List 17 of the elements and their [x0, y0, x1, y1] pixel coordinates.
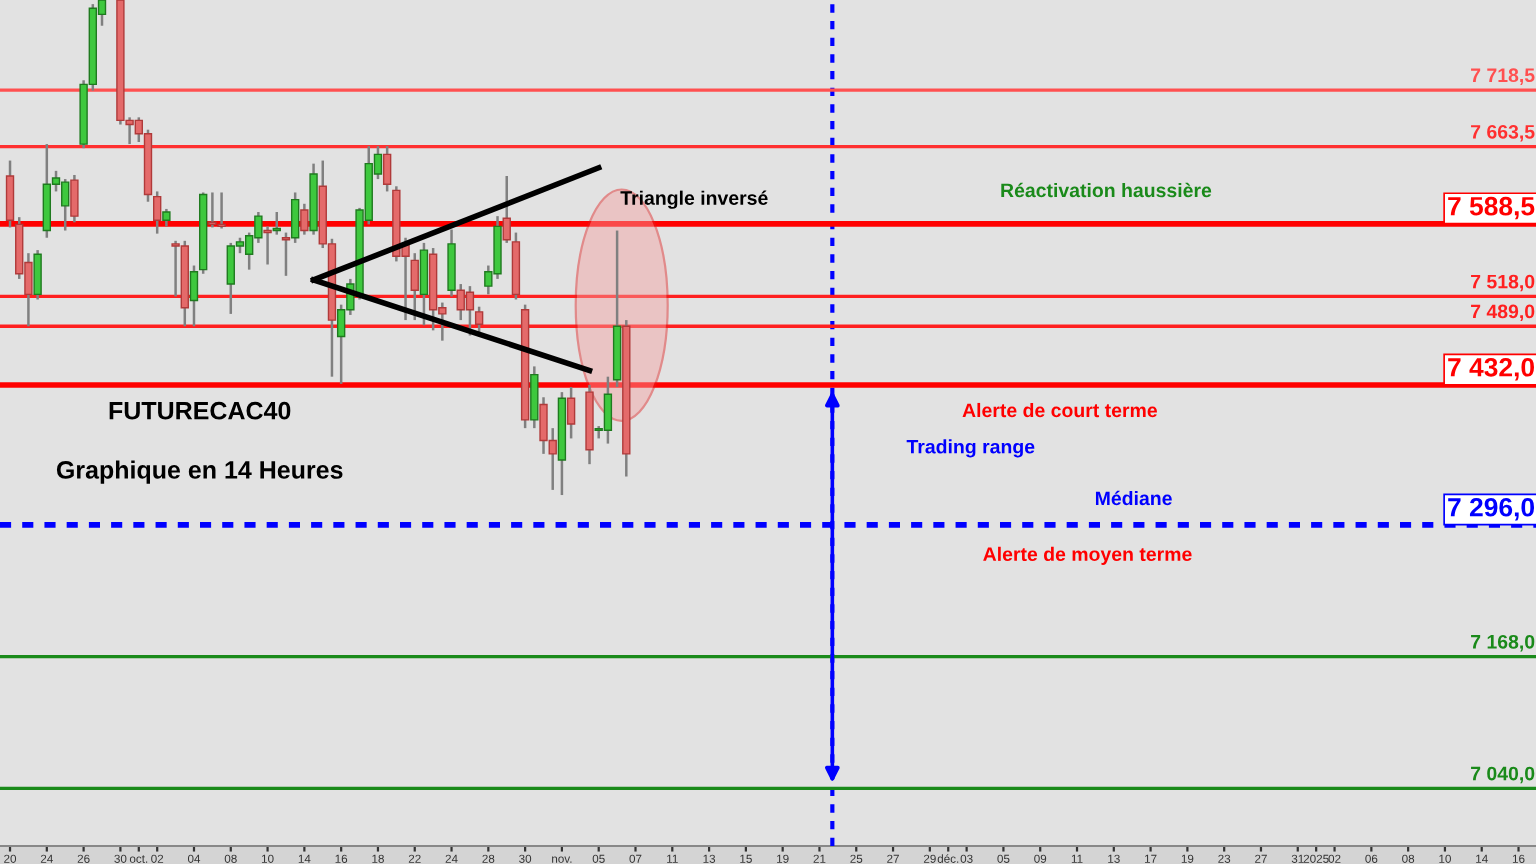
text: FUTURECAC40: [109, 401, 291, 420]
ref-line-label: 7 432,0: [1448, 357, 1535, 381]
ref-line-label: 7 168,0: [1471, 634, 1535, 652]
text: Graphique en 14 Heures: [56, 460, 343, 484]
ref-line-label: 7 718,5: [1471, 68, 1535, 85]
ref-line-label: 7 489,0: [1471, 304, 1535, 322]
annotation: Triangle inversé: [620, 190, 768, 209]
ref-line-label: 7 518,0: [1471, 274, 1535, 292]
ref-line-label: 7 663,5: [1471, 124, 1535, 142]
annotation: Alerte de court terme: [962, 402, 1157, 418]
ref-line-label: 7 588,5: [1448, 196, 1535, 220]
annotation: Trading range: [906, 439, 1035, 458]
annotation: Réactivation haussière: [1001, 182, 1212, 198]
ref-line-label: 7 040,0: [1471, 766, 1535, 784]
ref-line-label: 7 296,0: [1448, 497, 1535, 521]
annotation: Médiane: [1095, 490, 1172, 506]
annotation: Alerte de moyen terme: [983, 546, 1192, 565]
